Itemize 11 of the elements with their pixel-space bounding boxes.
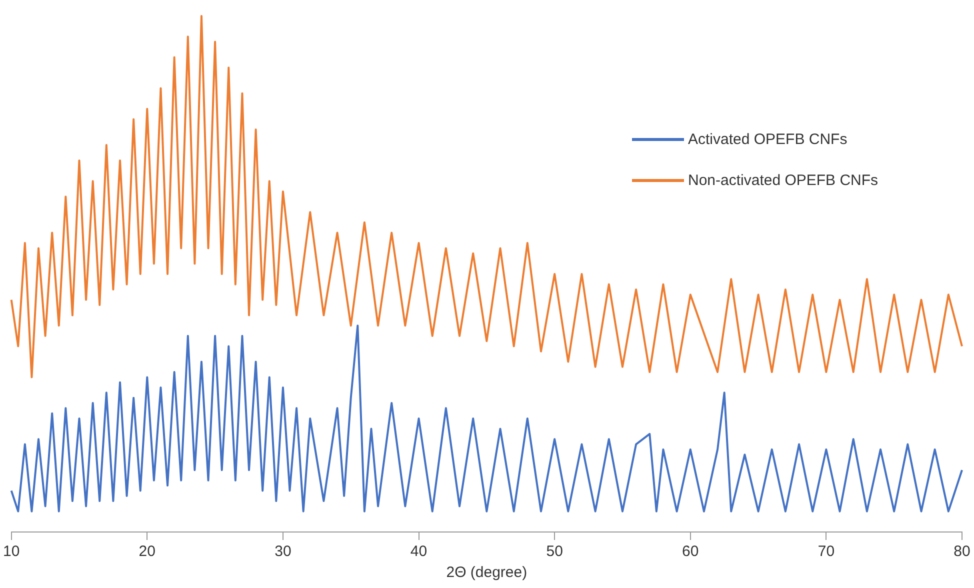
x-tick-label: 40: [410, 543, 428, 560]
x-axis-title: 2Θ (degree): [446, 564, 528, 582]
legend-label: Non-activated OPEFB CNFs: [688, 172, 878, 189]
x-tick-label: 50: [546, 543, 563, 560]
x-tick-label: 70: [818, 543, 835, 560]
x-tick-label: 10: [3, 543, 20, 560]
x-tick-label: 60: [682, 543, 699, 560]
legend-label: Activated OPEFB CNFs: [688, 131, 848, 148]
x-tick-label: 80: [954, 543, 970, 560]
x-tick-label: 30: [274, 543, 292, 560]
x-tick-label: 20: [138, 543, 156, 560]
